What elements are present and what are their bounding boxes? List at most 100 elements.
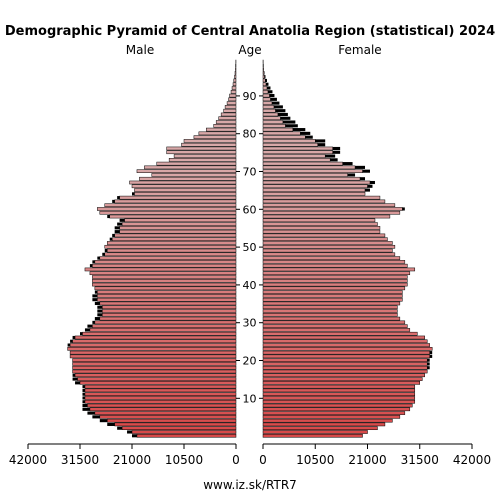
female-bar (263, 177, 360, 180)
female-bar (263, 234, 385, 237)
female-excess-bar (363, 170, 370, 173)
male-bar (92, 275, 236, 278)
male-bar (85, 268, 236, 271)
female-bar (263, 351, 430, 354)
male-bar (132, 430, 236, 433)
male-excess-bar (107, 423, 114, 426)
female-excess-bar (370, 181, 375, 184)
female-bar (263, 393, 415, 396)
male-bar (75, 336, 236, 339)
male-bar (230, 94, 236, 97)
male-bar (120, 226, 236, 229)
male-bar (137, 434, 236, 437)
female-bar (263, 158, 330, 161)
female-bar (263, 147, 333, 150)
female-bar (263, 313, 397, 316)
female-bar (263, 192, 365, 195)
male-bar (85, 393, 236, 396)
female-bar (263, 90, 268, 93)
male-bar (70, 355, 236, 358)
female-bar (263, 185, 368, 188)
male-bar (100, 257, 236, 260)
female-bar (263, 283, 407, 286)
female-bar (263, 249, 392, 252)
male-excess-bar (95, 302, 100, 305)
male-bar (100, 211, 236, 214)
male-excess-bar (82, 393, 84, 396)
female-bar (263, 374, 425, 377)
male-bar (107, 241, 236, 244)
female-bar (263, 226, 380, 229)
female-excess-bar (280, 117, 290, 120)
female-x-tick-label: 10500 (296, 453, 334, 467)
male-excess-bar (120, 219, 125, 222)
male-bar (110, 215, 236, 218)
male-bar (167, 147, 236, 150)
male-bar (92, 279, 236, 282)
female-x-tick-label: 31500 (401, 453, 439, 467)
male-bar (92, 283, 236, 286)
age-tick-label: 60 (243, 203, 257, 216)
male-excess-bar (115, 226, 120, 229)
female-excess-bar (427, 362, 429, 365)
female-bar (263, 287, 405, 290)
male-bar (105, 253, 236, 256)
male-excess-bar (112, 234, 114, 237)
female-bar (263, 173, 348, 176)
age-tick-label: 70 (243, 166, 257, 179)
female-bar (263, 340, 427, 343)
male-x-tick-label: 21000 (113, 453, 151, 467)
age-tick-label: 10 (243, 392, 257, 405)
female-bar (263, 419, 392, 422)
female-bar (263, 71, 264, 74)
female-bar (263, 105, 274, 108)
female-bar (263, 219, 375, 222)
male-bar (90, 408, 236, 411)
male-bar (225, 105, 236, 108)
female-x-tick-label: 42000 (453, 453, 491, 467)
female-bar (263, 412, 405, 415)
female-bar (263, 325, 407, 328)
age-tick-label: 20 (243, 355, 257, 368)
male-x-tick-label: 0 (232, 453, 240, 467)
male-bar (97, 294, 236, 297)
male-bar (139, 177, 236, 180)
female-excess-bar (264, 75, 265, 78)
male-bar (90, 328, 236, 331)
female-bar (263, 128, 293, 131)
male-excess-bar (82, 400, 84, 403)
male-bar (134, 192, 236, 195)
female-excess-bar (360, 177, 365, 180)
female-bar (263, 136, 305, 139)
male-bar (92, 325, 236, 328)
female-excess-bar (285, 124, 297, 127)
female-excess-bar (267, 86, 270, 89)
female-bar (263, 279, 407, 282)
female-bar (263, 347, 432, 350)
female-bar (263, 215, 390, 218)
female-bar (263, 272, 410, 275)
female-bar (263, 124, 285, 127)
female-excess-bar (274, 105, 283, 108)
male-bar (235, 75, 236, 78)
female-bar (263, 155, 325, 158)
male-excess-bar (92, 298, 97, 301)
female-bar (263, 200, 385, 203)
male-bar (182, 143, 236, 146)
male-bar (73, 366, 236, 369)
male-bar (85, 389, 236, 392)
female-excess-bar (315, 139, 325, 142)
male-bar (157, 162, 236, 165)
female-bar (263, 317, 400, 320)
female-bar (263, 245, 395, 248)
female-bar (263, 257, 400, 260)
female-bar (263, 381, 420, 384)
male-bar (70, 344, 236, 347)
male-bar (107, 419, 236, 422)
male-excess-bar (105, 249, 107, 252)
male-excess-bar (92, 321, 94, 324)
male-bar (231, 90, 236, 93)
female-bar (263, 79, 265, 82)
male-bar (130, 181, 236, 184)
male-bar (221, 113, 236, 116)
